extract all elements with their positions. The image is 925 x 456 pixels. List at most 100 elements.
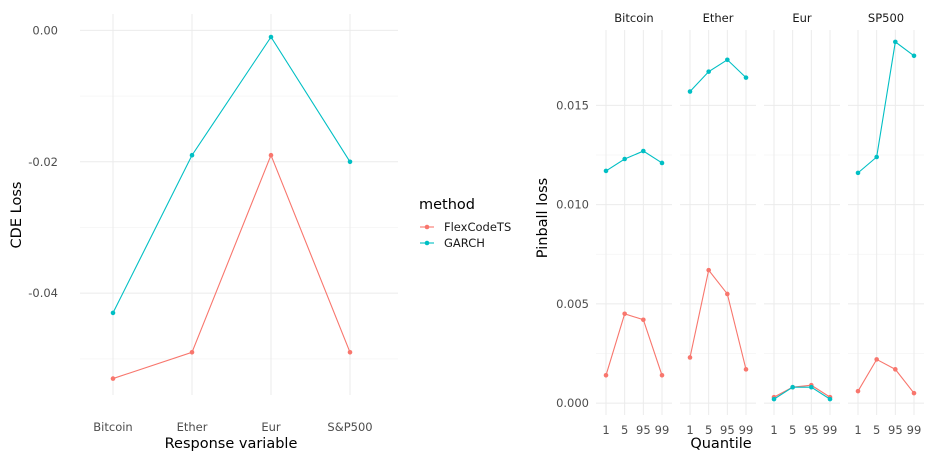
data-point-garch-sp500 xyxy=(893,39,898,45)
y-tick-label: 0.005 xyxy=(556,297,589,311)
panel-eur: Eur 1 5 95 99 xyxy=(764,11,840,437)
data-point-garch-eur xyxy=(809,384,814,390)
series-line-garch-eur xyxy=(773,386,831,400)
data-point-garch-bitcoin xyxy=(641,148,646,154)
x-tick-label-sp500: 99 xyxy=(907,423,922,437)
pinball-loss-x-axis-title: Quantile xyxy=(690,436,751,452)
panel-strip-sp500: SP500 xyxy=(868,11,904,25)
data-point-garch-bitcoin xyxy=(659,160,665,166)
x-tick-label-sp500: 1 xyxy=(854,423,861,437)
data-point-flexcodets xyxy=(268,152,274,158)
y-tick-label: 0.010 xyxy=(556,198,589,212)
legend-items: FlexCodeTS GARCH xyxy=(420,220,511,250)
data-point-garch-ether xyxy=(687,89,693,94)
data-point-flexcodets-sp500 xyxy=(874,357,879,362)
x-tick-label-eur: 5 xyxy=(789,423,796,437)
y-tick-label: -0.04 xyxy=(28,286,58,300)
data-point-garch xyxy=(110,310,116,316)
series-line-flexcodets xyxy=(112,153,351,380)
x-tick-label-ether: 1 xyxy=(686,423,693,437)
data-point-garch-ether xyxy=(743,75,749,80)
cde-loss-series xyxy=(110,34,353,381)
panel-strip-bitcoin: Bitcoin xyxy=(614,11,653,25)
data-point-garch-ether xyxy=(706,69,711,74)
data-point-garch-eur xyxy=(827,396,833,402)
y-tick-label: 0.00 xyxy=(32,23,58,37)
legend: method FlexCodeTS GARCH xyxy=(419,197,511,250)
x-tick-label-s-p500: S&P500 xyxy=(327,420,372,434)
panel-sp500: SP500 1 5 95 99 xyxy=(848,11,924,437)
data-point-flexcodets xyxy=(189,350,195,355)
y-tick-label: 0.015 xyxy=(556,98,589,112)
data-point-garch-bitcoin xyxy=(622,156,627,162)
panel-strip-eur: Eur xyxy=(792,11,812,25)
data-point-flexcodets-sp500 xyxy=(893,367,898,372)
series-line-flexcodets-sp500 xyxy=(857,358,915,394)
data-point-garch xyxy=(268,34,274,40)
data-point-garch-sp500 xyxy=(855,170,861,176)
cde-loss-grid xyxy=(80,14,398,395)
data-point-flexcodets-sp500 xyxy=(855,388,861,394)
cde-loss-x-axis-title: Response variable xyxy=(165,436,298,452)
series-line-garch xyxy=(112,35,351,314)
series-line-flexcodets-eur xyxy=(773,384,831,398)
data-point-garch-ether xyxy=(725,57,730,63)
y-tick-label: 0.000 xyxy=(556,396,589,410)
series-line-garch-bitcoin xyxy=(605,150,663,172)
data-point-garch-eur xyxy=(790,384,795,390)
data-point-garch-bitcoin xyxy=(603,168,609,174)
x-tick-label-bitcoin: 1 xyxy=(602,423,609,437)
data-point-garch-sp500 xyxy=(874,154,879,160)
data-point-flexcodets-ether xyxy=(687,355,693,360)
data-point-garch xyxy=(347,159,353,165)
x-tick-label-bitcoin: 95 xyxy=(636,423,651,437)
data-point-flexcodets xyxy=(347,350,353,355)
cde-loss-y-ticks: 0.00 -0.02 -0.04 xyxy=(28,23,58,300)
panel-ether: Ether 1 5 95 99 xyxy=(680,11,756,437)
x-tick-label-sp500: 5 xyxy=(873,423,880,437)
x-tick-label-ether: Ether xyxy=(177,420,208,434)
x-tick-label-eur: 99 xyxy=(823,423,838,437)
x-tick-label-ether: 5 xyxy=(705,423,712,437)
series-line-flexcodets-ether xyxy=(689,268,747,370)
data-point-flexcodets-ether xyxy=(706,267,711,273)
y-tick-label: -0.02 xyxy=(28,155,58,169)
x-tick-label-eur: Eur xyxy=(261,420,281,434)
cde-loss-x-ticks: Bitcoin Ether Eur S&P500 xyxy=(93,420,372,434)
legend-title: method xyxy=(419,197,475,213)
legend-key-point-flexcodets xyxy=(424,224,430,230)
data-point-garch xyxy=(189,152,195,158)
x-tick-label-sp500: 95 xyxy=(888,423,903,437)
data-point-garch-eur xyxy=(771,396,777,402)
data-point-flexcodets-ether xyxy=(743,367,749,372)
data-point-flexcodets-bitcoin xyxy=(603,373,609,378)
data-point-flexcodets-sp500 xyxy=(911,390,917,396)
x-tick-label-ether: 95 xyxy=(720,423,735,437)
x-tick-label-ether: 99 xyxy=(739,423,754,437)
panel-strip-ether: Ether xyxy=(703,11,734,25)
legend-key-point-garch xyxy=(424,240,430,246)
data-point-garch-sp500 xyxy=(911,53,917,59)
x-tick-label-bitcoin: 99 xyxy=(655,423,670,437)
pinball-loss-y-ticks: 0.000 0.005 0.010 0.015 xyxy=(556,98,589,410)
series-line-garch-ether xyxy=(689,59,747,92)
data-point-flexcodets-ether xyxy=(725,291,730,297)
legend-label-flexcodets: FlexCodeTS xyxy=(444,220,511,234)
data-point-flexcodets-bitcoin xyxy=(641,317,646,323)
data-point-flexcodets xyxy=(110,376,116,381)
series-line-garch-sp500 xyxy=(857,40,915,174)
cde-loss-y-axis-title: CDE Loss xyxy=(9,182,25,249)
x-tick-label-eur: 1 xyxy=(770,423,777,437)
pinball-loss-y-axis-title: Pinball loss xyxy=(535,178,551,258)
x-tick-label-eur: 95 xyxy=(804,423,819,437)
x-tick-label-bitcoin: 5 xyxy=(621,423,628,437)
data-point-flexcodets-bitcoin xyxy=(622,311,627,317)
legend-label-garch: GARCH xyxy=(444,236,485,250)
x-tick-label-bitcoin: Bitcoin xyxy=(93,420,132,434)
panel-bitcoin: Bitcoin 1 5 95 99 xyxy=(596,11,672,437)
series-line-flexcodets-bitcoin xyxy=(605,313,663,376)
data-point-flexcodets-bitcoin xyxy=(659,373,665,378)
